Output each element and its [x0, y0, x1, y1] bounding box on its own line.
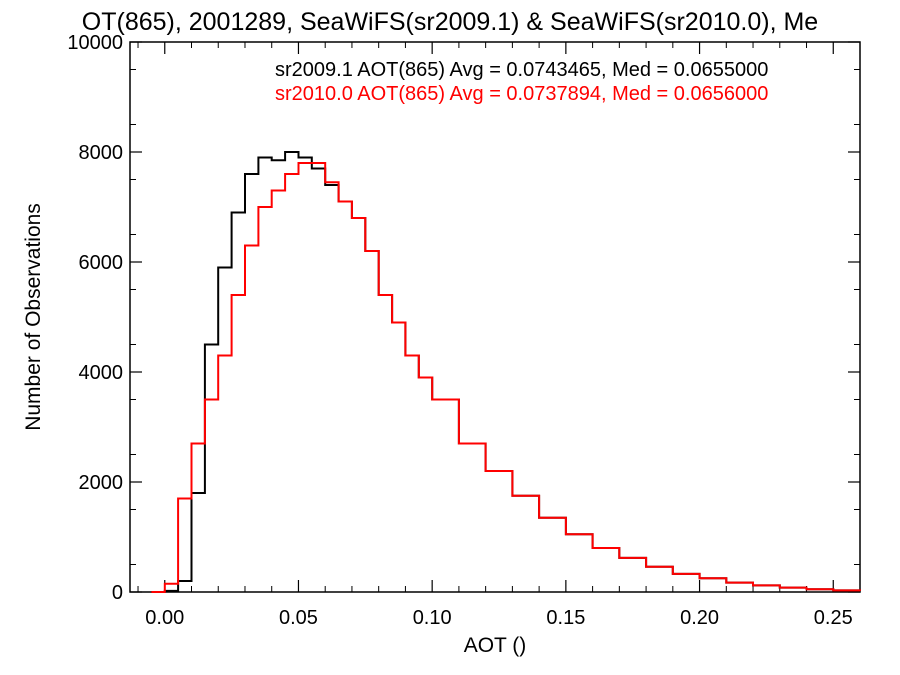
chart-title: OT(865), 2001289, SeaWiFS(sr2009.1) & Se…: [82, 8, 818, 36]
legend-entry-sr2010: sr2010.0 AOT(865) Avg = 0.0737894, Med =…: [275, 83, 768, 105]
legend-entry-sr2009: sr2009.1 AOT(865) Avg = 0.0743465, Med =…: [275, 59, 768, 81]
x-tick-label: 0.05: [279, 607, 318, 629]
series-layer: [151, 151, 861, 593]
x-axis-title: AOT (): [464, 634, 527, 657]
y-tick-label: 6000: [79, 252, 124, 274]
y-tick-label: 8000: [79, 142, 124, 164]
y-tick-label: 2000: [79, 472, 124, 494]
x-tick-label: 0.15: [546, 607, 585, 629]
y-axis: 0 2000 4000 6000 8000 10000: [67, 32, 860, 604]
plot-area-frame: [129, 41, 861, 593]
y-tick-label: 0: [112, 582, 123, 604]
x-tick-label: 0.25: [814, 607, 853, 629]
x-tick-label: 0.00: [145, 607, 184, 629]
y-axis-title: Number of Observations: [22, 203, 45, 431]
x-axis: 0.00 0.05 0.10 0.15 0.20 0.25: [137, 42, 853, 629]
x-tick-label: 0.10: [413, 607, 452, 629]
x-tick-label: 0.20: [680, 607, 719, 629]
series-line-1: [151, 162, 861, 593]
y-tick-label: 4000: [79, 362, 124, 384]
y-tick-label: 10000: [67, 32, 123, 54]
